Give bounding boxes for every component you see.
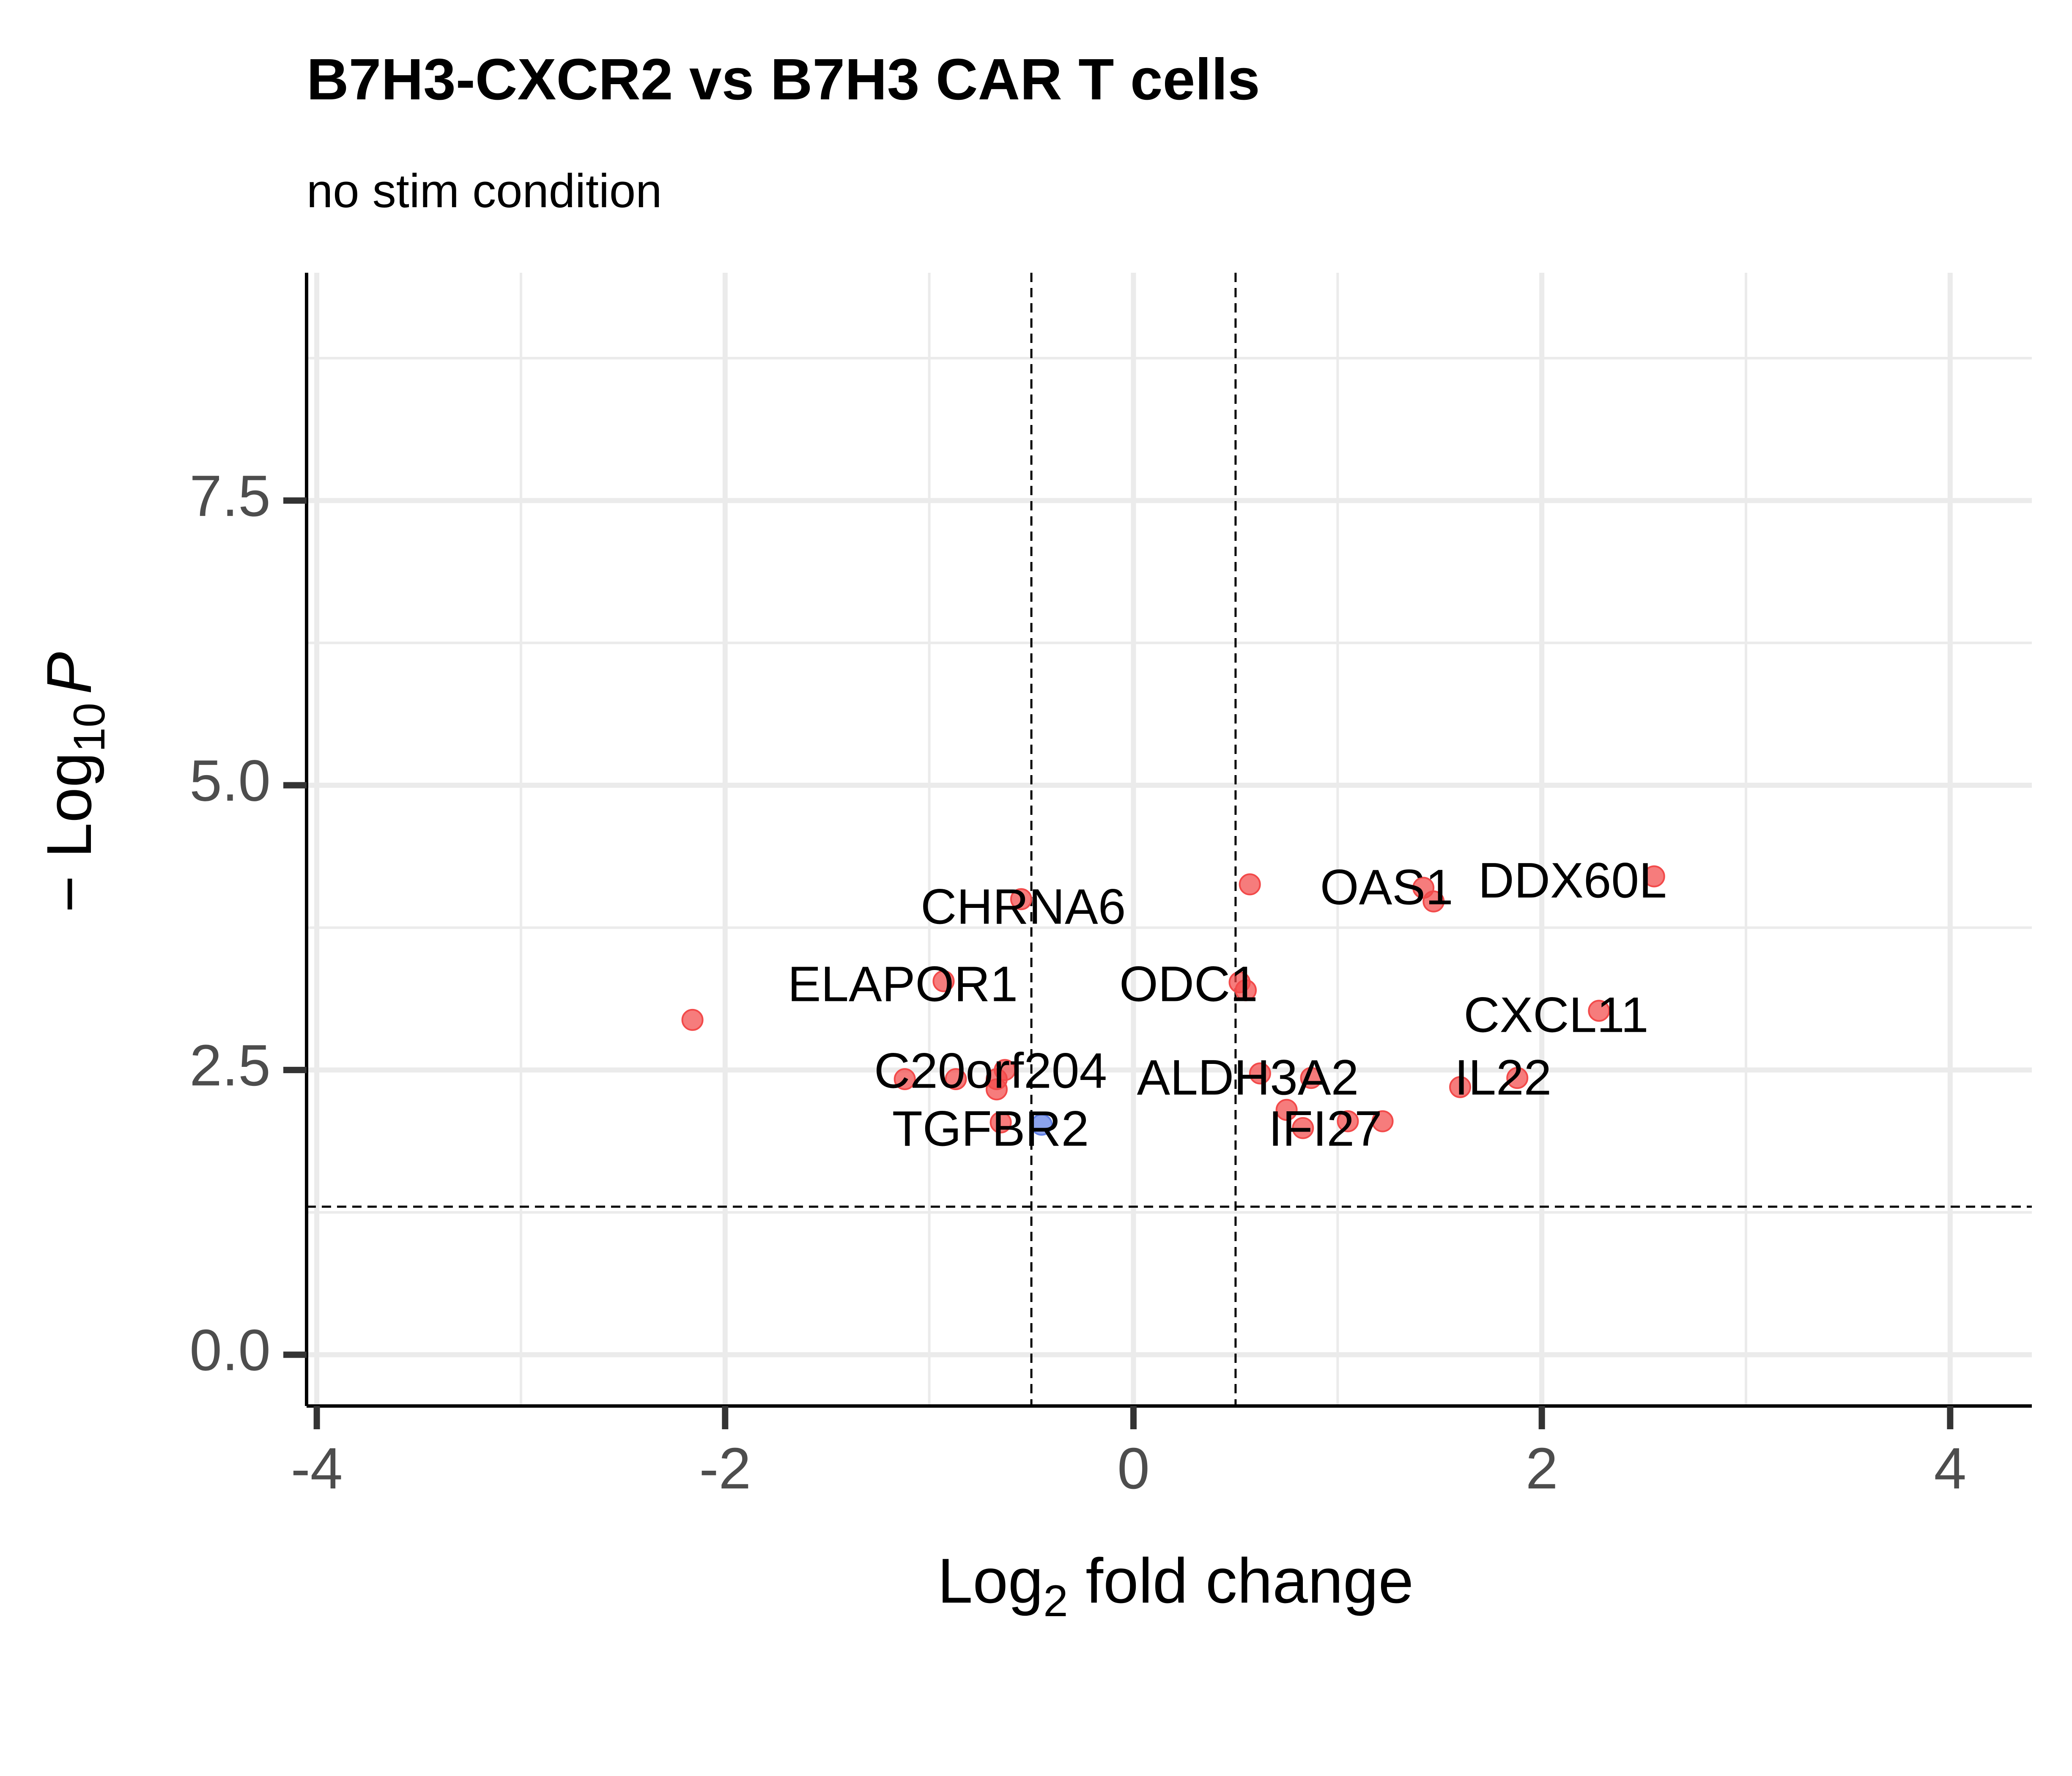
point-up: [1337, 1110, 1359, 1132]
grid: [307, 273, 2032, 1406]
point-up: [1010, 888, 1032, 910]
point-up: [932, 970, 955, 992]
gene-label: C20orf204: [874, 1043, 1107, 1099]
gene-label: ODC1: [1119, 957, 1258, 1012]
point-up: [1235, 979, 1257, 1001]
gene-label: IL22: [1455, 1050, 1552, 1106]
point-up: [1422, 890, 1445, 913]
gene-label: ALDH3A2: [1137, 1050, 1359, 1106]
point-down: [1031, 1113, 1053, 1136]
point-up: [1275, 1099, 1298, 1121]
threshold-lines: [307, 273, 2032, 1406]
gene-labels: DDX60L OAS1 CHRNA6 ELAPOR1 ODC1 CXCL11 C20orf2…: [788, 853, 1667, 1157]
point-up: [1449, 1076, 1472, 1098]
point-up: [1371, 1110, 1394, 1132]
point-up: [1300, 1067, 1322, 1089]
point-up: [893, 1068, 916, 1090]
x-tick-label: 4: [1934, 1436, 1966, 1501]
point-up: [986, 1078, 1008, 1101]
gene-label: DDX60L: [1478, 853, 1667, 909]
y-axis-title-prefix: − Log: [33, 752, 104, 913]
y-axis-title-subscript: 10: [65, 703, 114, 752]
axes: -4 -2 0 2 4 0.0 2.5 5.0 7.5: [189, 273, 2032, 1501]
point-up: [681, 1009, 704, 1031]
x-tick-label: 2: [1526, 1436, 1558, 1501]
gene-label: OAS1: [1320, 860, 1453, 915]
point-up: [1506, 1067, 1529, 1089]
y-axis-title: − Log10 P: [33, 652, 114, 913]
y-tick-label: 0.0: [189, 1318, 271, 1383]
point-up: [1239, 873, 1261, 896]
chart-title: B7H3-CXCR2 vs B7H3 CAR T cells: [307, 47, 1260, 112]
x-tick-label: 0: [1117, 1436, 1150, 1501]
point-up: [945, 1068, 967, 1090]
x-tick-label: -4: [291, 1436, 343, 1501]
y-tick-label: 2.5: [189, 1033, 271, 1098]
y-axis-title-suffix: P: [33, 652, 104, 694]
x-tick-label: -2: [699, 1436, 751, 1501]
gene-label: CHRNA6: [921, 879, 1126, 935]
data-points: [681, 865, 1665, 1139]
point-up: [989, 1111, 1012, 1134]
x-axis-title-prefix: Log: [937, 1545, 1043, 1616]
x-axis-title-suffix: fold change: [1068, 1545, 1414, 1616]
y-tick-label: 7.5: [189, 463, 271, 529]
gene-label: CXCL11: [1464, 987, 1648, 1043]
gene-label: TGFBR2: [892, 1101, 1089, 1157]
point-up: [1249, 1062, 1271, 1085]
chart-subtitle: no stim condition: [307, 164, 662, 217]
point-up: [1588, 1000, 1610, 1022]
x-axis-title: Log2 fold change: [937, 1545, 1414, 1626]
point-up: [1643, 865, 1665, 888]
y-tick-label: 5.0: [189, 748, 271, 814]
gene-label: IFI27: [1269, 1101, 1382, 1157]
gene-label: ELAPOR1: [788, 957, 1018, 1012]
point-up: [1292, 1117, 1314, 1139]
x-axis-title-subscript: 2: [1043, 1576, 1068, 1626]
